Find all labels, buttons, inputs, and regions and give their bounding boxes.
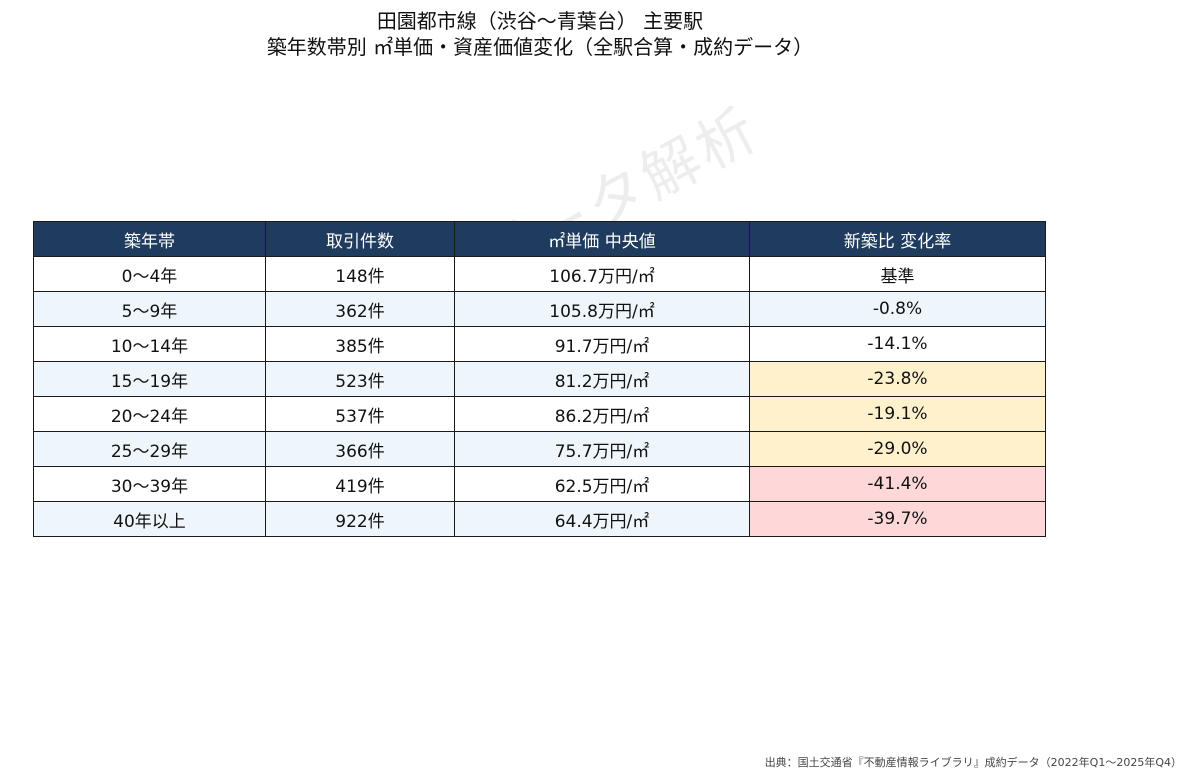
header-change-rate: 新築比 変化率: [749, 221, 1046, 257]
cell-median-price: 81.2万円/㎡: [454, 361, 750, 397]
cell-transaction-count: 537件: [265, 396, 455, 432]
table-row: 5〜9年 362件 105.8万円/㎡ -0.8%: [33, 291, 1046, 327]
table-row: 15〜19年 523件 81.2万円/㎡ -23.8%: [33, 361, 1046, 397]
cell-change-rate: 基準: [749, 256, 1046, 292]
cell-change-rate: -39.7%: [749, 501, 1046, 537]
cell-transaction-count: 385件: [265, 326, 455, 362]
table-row: 25〜29年 366件 75.7万円/㎡ -29.0%: [33, 431, 1046, 467]
cell-age-band: 0〜4年: [33, 256, 266, 292]
table-row: 30〜39年 419件 62.5万円/㎡ -41.4%: [33, 466, 1046, 502]
table-row: 40年以上 922件 64.4万円/㎡ -39.7%: [33, 501, 1046, 537]
table-body: 0〜4年 148件 106.7万円/㎡ 基準 5〜9年 362件 105.8万円/㎡ -0.8…: [33, 256, 1046, 537]
cell-change-rate: -0.8%: [749, 291, 1046, 327]
cell-transaction-count: 148件: [265, 256, 455, 292]
age-price-table: 築年帯 取引件数 ㎡単価 中央値 新築比 変化率 0〜4年 148件 106.7万円…: [33, 221, 1046, 537]
cell-age-band: 10〜14年: [33, 326, 266, 362]
cell-age-band: 15〜19年: [33, 361, 266, 397]
cell-median-price: 105.8万円/㎡: [454, 291, 750, 327]
cell-median-price: 86.2万円/㎡: [454, 396, 750, 432]
cell-median-price: 75.7万円/㎡: [454, 431, 750, 467]
cell-median-price: 62.5万円/㎡: [454, 466, 750, 502]
cell-change-rate: -23.8%: [749, 361, 1046, 397]
table-row: 10〜14年 385件 91.7万円/㎡ -14.1%: [33, 326, 1046, 362]
cell-transaction-count: 362件: [265, 291, 455, 327]
cell-change-rate: -19.1%: [749, 396, 1046, 432]
cell-change-rate: -14.1%: [749, 326, 1046, 362]
cell-median-price: 91.7万円/㎡: [454, 326, 750, 362]
table-row: 0〜4年 148件 106.7万円/㎡ 基準: [33, 256, 1046, 292]
header-median-price: ㎡単価 中央値: [454, 221, 750, 257]
cell-age-band: 20〜24年: [33, 396, 266, 432]
cell-change-rate: -41.4%: [749, 466, 1046, 502]
table-header-row: 築年帯 取引件数 ㎡単価 中央値 新築比 変化率: [33, 221, 1046, 257]
cell-age-band: 40年以上: [33, 501, 266, 537]
cell-median-price: 106.7万円/㎡: [454, 256, 750, 292]
cell-transaction-count: 523件: [265, 361, 455, 397]
cell-age-band: 30〜39年: [33, 466, 266, 502]
header-transaction-count: 取引件数: [265, 221, 455, 257]
header-age-band: 築年帯: [33, 221, 266, 257]
title-line-2: 築年数帯別 ㎡単価・資産価値変化（全駅合算・成約データ）: [266, 35, 814, 59]
cell-change-rate: -29.0%: [749, 431, 1046, 467]
page-title: 田園都市線（渋谷〜青葉台） 主要駅 築年数帯別 ㎡単価・資産価値変化（全駅合算・…: [0, 8, 1080, 60]
cell-median-price: 64.4万円/㎡: [454, 501, 750, 537]
title-line-1: 田園都市線（渋谷〜青葉台） 主要駅: [376, 9, 704, 33]
cell-transaction-count: 419件: [265, 466, 455, 502]
table-row: 20〜24年 537件 86.2万円/㎡ -19.1%: [33, 396, 1046, 432]
source-note: 出典：国土交通省『不動産情報ライブラリ』成約データ（2022年Q1〜2025年Q…: [764, 756, 1182, 769]
cell-age-band: 5〜9年: [33, 291, 266, 327]
cell-transaction-count: 366件: [265, 431, 455, 467]
cell-age-band: 25〜29年: [33, 431, 266, 467]
cell-transaction-count: 922件: [265, 501, 455, 537]
